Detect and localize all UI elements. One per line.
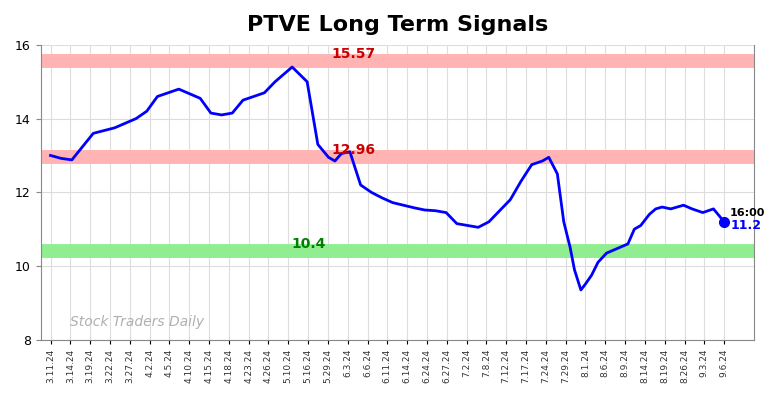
Text: 10.4: 10.4 [291, 237, 325, 251]
Title: PTVE Long Term Signals: PTVE Long Term Signals [247, 15, 548, 35]
Text: 16:00: 16:00 [730, 208, 765, 218]
Text: Stock Traders Daily: Stock Traders Daily [71, 315, 205, 329]
Text: 15.57: 15.57 [332, 47, 376, 61]
Text: 12.96: 12.96 [332, 143, 376, 157]
Text: 11.2: 11.2 [730, 219, 761, 232]
